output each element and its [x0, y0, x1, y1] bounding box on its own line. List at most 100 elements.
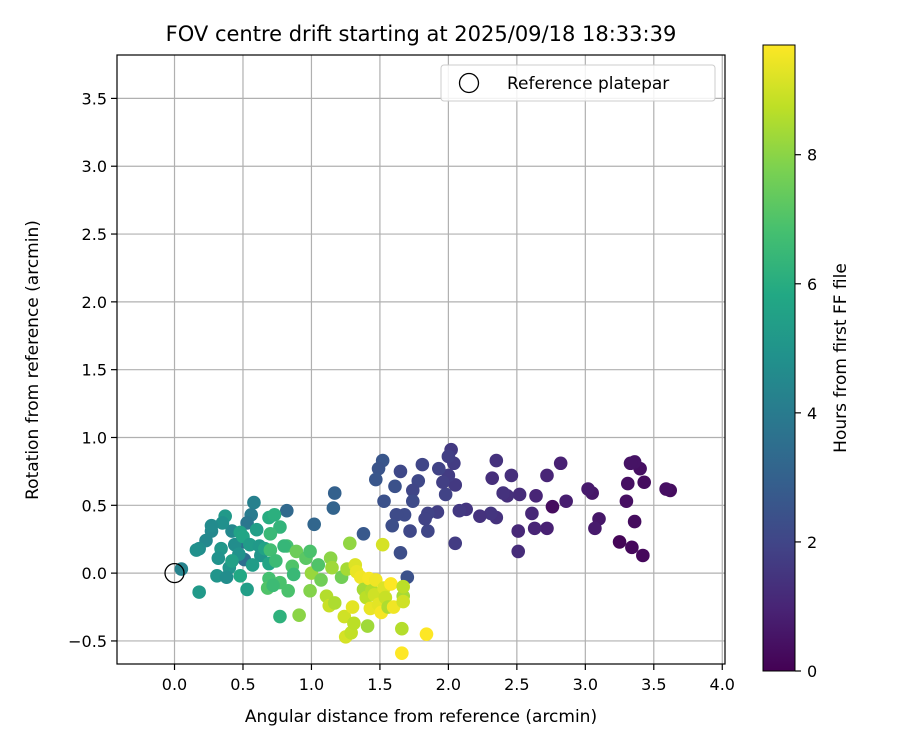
data-point [385, 518, 400, 533]
data-point [281, 583, 295, 598]
data-point [263, 526, 278, 541]
data-point [441, 449, 456, 464]
data-point [612, 535, 627, 549]
data-point [540, 468, 554, 483]
data-point [545, 499, 560, 514]
data-point [540, 521, 554, 536]
reference-platepar-marker [164, 562, 185, 584]
data-point [388, 479, 402, 494]
data-point [267, 508, 282, 522]
x-tick-label: 2.0 [436, 675, 461, 694]
data-point [432, 461, 446, 476]
x-axis-label: Angular distance from reference (arcmin) [245, 707, 597, 727]
data-point [311, 558, 326, 572]
data-point [219, 570, 234, 584]
data-point [245, 558, 260, 572]
data-point [292, 608, 306, 622]
data-point [659, 482, 673, 496]
data-point [473, 509, 487, 523]
data-point [240, 582, 254, 597]
data-point [215, 516, 230, 530]
y-tick-label: 2.5 [82, 225, 107, 244]
data-point [511, 544, 526, 559]
y-tick-label: 2.0 [82, 293, 107, 312]
colorbar-tick-label: 8 [807, 146, 817, 165]
y-axis-label: Rotation from reference (arcmin) [23, 220, 43, 500]
data-point [356, 526, 371, 541]
data-point [405, 494, 420, 509]
y-tick-label: 3.5 [82, 89, 107, 108]
legend-reference-marker [458, 72, 480, 94]
data-point [484, 506, 498, 521]
data-point [327, 486, 342, 500]
data-point [307, 517, 321, 532]
data-point [337, 609, 352, 624]
data-point [553, 456, 568, 471]
data-point [269, 554, 283, 568]
data-point [273, 520, 287, 534]
data-points [164, 442, 678, 660]
y-tick-label: 0.0 [82, 564, 107, 583]
legend-entry-label: Reference platepar [507, 74, 669, 94]
data-point [375, 537, 390, 552]
data-point [360, 619, 375, 633]
data-point [415, 457, 430, 472]
data-point [636, 548, 650, 563]
data-point [396, 594, 410, 609]
data-point [277, 539, 291, 553]
data-point [588, 521, 602, 536]
data-point [448, 478, 463, 492]
y-tick-label: 1.5 [82, 361, 107, 380]
data-point [395, 621, 409, 636]
data-point [327, 596, 342, 610]
data-point [303, 583, 317, 598]
data-point [273, 609, 287, 624]
data-point [396, 579, 410, 594]
data-point [189, 543, 204, 557]
data-point [393, 464, 408, 479]
data-point [240, 516, 254, 530]
y-tick-label: −0.5 [68, 632, 107, 651]
data-point [559, 494, 573, 509]
data-point [619, 494, 634, 509]
data-point [625, 540, 639, 555]
data-point [314, 573, 328, 587]
data-point [393, 545, 408, 560]
data-point [421, 524, 435, 538]
data-point [627, 514, 642, 529]
data-point [525, 506, 539, 521]
data-point [637, 475, 652, 490]
x-tick-label: 1.0 [299, 675, 324, 694]
x-tick-label: 0.0 [162, 675, 187, 694]
data-point [389, 508, 404, 522]
grid-lines [117, 55, 725, 664]
data-point [395, 646, 409, 660]
data-point [371, 461, 386, 476]
data-point [496, 486, 510, 500]
data-point [204, 518, 219, 533]
data-point [342, 536, 357, 551]
data-point [623, 456, 638, 471]
data-point [436, 475, 450, 490]
colorbar-ticks: 0 2 4 6 8 [795, 146, 817, 681]
legend-box [440, 64, 716, 102]
colorbar-tick-label: 2 [807, 533, 817, 552]
y-tick-label: 1.0 [82, 428, 107, 447]
data-point [384, 577, 398, 591]
x-axis-ticks: 0.0 0.5 1.0 1.5 2.0 2.5 3.0 3.5 4.0 [162, 664, 735, 694]
legend: Reference platepar [440, 64, 716, 102]
x-tick-label: 4.0 [710, 675, 735, 694]
data-point [511, 524, 526, 538]
data-point [192, 585, 206, 599]
y-tick-label: 3.0 [82, 157, 107, 176]
data-point [527, 521, 542, 536]
data-point [174, 562, 189, 576]
x-tick-label: 2.5 [504, 675, 529, 694]
data-point [225, 554, 239, 568]
data-point [405, 483, 420, 498]
data-point [403, 524, 417, 538]
colorbar-gradient [762, 44, 796, 672]
x-tick-label: 1.5 [367, 675, 392, 694]
data-point [529, 489, 543, 503]
